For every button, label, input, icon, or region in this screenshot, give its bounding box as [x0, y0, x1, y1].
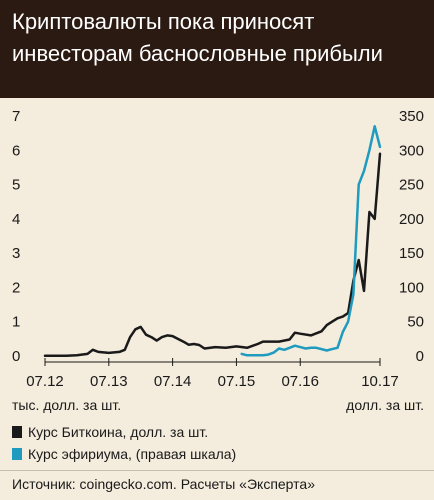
x-tick-label: 07.16 — [281, 373, 319, 390]
y-left-tick-label: 7 — [12, 108, 20, 125]
y-right-tick-label: 0 — [416, 348, 424, 365]
y-right-tick-label: 50 — [407, 314, 424, 331]
y-left-tick-label: 1 — [12, 314, 20, 331]
chart-series — [43, 125, 382, 357]
x-tick-label: 07.13 — [90, 373, 128, 390]
legend-label-ethereum: Курс эфириума, (правая шкала) — [28, 446, 237, 462]
legend-swatch-ethereum — [12, 448, 22, 460]
source-note: Источник: coingecko.com. Расчеты «Экспер… — [12, 476, 315, 492]
legend-item-ethereum: Курс эфириума, (правая шкала) — [12, 443, 426, 465]
y-left-tick-label: 3 — [12, 245, 20, 262]
x-tick-label: 07.15 — [218, 373, 256, 390]
left-axis-unit: тыс. долл. за шт. — [12, 397, 122, 413]
x-tick-label: 07.14 — [154, 373, 192, 390]
y-left-tick-label: 2 — [12, 279, 20, 296]
y-left-tick-label: 5 — [12, 177, 20, 194]
y-left-tick-label: 6 — [12, 142, 20, 159]
ethereum-series-line — [240, 125, 382, 357]
y-left-tick-label: 0 — [12, 348, 20, 365]
legend-swatch-bitcoin — [12, 426, 22, 438]
x-tick-label: 07.12 — [26, 373, 64, 390]
x-tick-label: 10.17 — [361, 373, 399, 390]
chart-header: Криптовалюты пока приносят инвесторам ба… — [0, 0, 434, 98]
y-right-tick-label: 250 — [399, 177, 424, 194]
y-left-tick-label: 4 — [12, 211, 20, 228]
bitcoin-series-line — [43, 152, 382, 357]
chart-axes: 0 1 2 3 4 5 6 7 0 50 100 150 200 250 300 350 07.12 07.13 0… — [12, 108, 424, 390]
legend-label-bitcoin: Курс Биткоина, долл. за шт. — [28, 424, 209, 440]
chart-title: Криптовалюты пока приносят инвесторам ба… — [12, 9, 383, 66]
source-divider — [0, 470, 434, 471]
legend: Курс Биткоина, долл. за шт. Курс эфириум… — [12, 421, 426, 465]
y-right-tick-label: 300 — [399, 142, 424, 159]
y-right-tick-label: 200 — [399, 211, 424, 228]
y-right-tick-label: 100 — [399, 279, 424, 296]
right-axis-unit: долл. за шт. — [346, 397, 424, 413]
y-right-tick-label: 150 — [399, 245, 424, 262]
legend-item-bitcoin: Курс Биткоина, долл. за шт. — [12, 421, 426, 443]
y-right-tick-label: 350 — [399, 108, 424, 125]
chart-plot: 0 1 2 3 4 5 6 7 0 50 100 150 200 250 300 350 07.12 07.13 0… — [12, 108, 424, 390]
